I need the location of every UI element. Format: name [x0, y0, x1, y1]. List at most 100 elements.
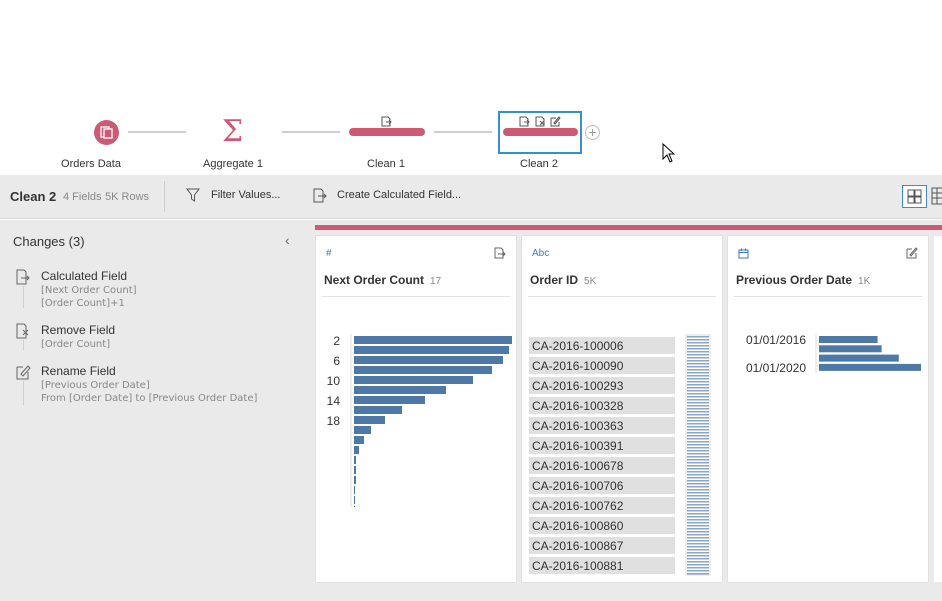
histogram-bar[interactable]	[354, 406, 402, 414]
axis-tick-label: 01/01/2016	[746, 333, 806, 347]
profile-view-toggle[interactable]	[902, 185, 927, 208]
histogram-bar[interactable]	[354, 356, 503, 364]
overview-tick	[687, 411, 709, 413]
next-order-count-histogram[interactable]: 2 6 10 14 18	[316, 332, 516, 507]
sigma-icon[interactable]: Σ	[222, 114, 244, 149]
overview-tick	[687, 462, 709, 464]
overview-tick	[687, 456, 709, 458]
card-separator	[734, 296, 922, 297]
overview-tick	[687, 351, 709, 353]
histogram-bar[interactable]	[819, 336, 878, 343]
overview-tick	[687, 354, 709, 356]
clean-2-node[interactable]	[503, 128, 578, 136]
value-bar[interactable]	[529, 537, 675, 554]
histogram-bar[interactable]	[819, 363, 921, 371]
create-calculated-field-button[interactable]: Create Calculated Field...	[337, 189, 462, 201]
histogram-bar[interactable]	[354, 346, 509, 354]
field-name[interactable]: Order ID 5K	[530, 273, 596, 287]
value-bar[interactable]	[529, 557, 675, 574]
card-separator	[322, 296, 510, 297]
filter-icon[interactable]	[186, 188, 200, 203]
calendar-icon[interactable]	[738, 248, 749, 259]
toolbar-divider	[164, 181, 165, 212]
profile-card-order-id[interactable]: Abc Order ID 5K CA-2016-100006 CA-2016-100…	[522, 236, 722, 582]
overview-tick	[687, 450, 709, 452]
overview-tick	[687, 570, 709, 572]
orders-data-node[interactable]	[94, 120, 119, 145]
histogram-bar[interactable]	[354, 466, 356, 474]
previous-order-date-histogram[interactable]: 01/01/2016 01/01/2020	[728, 332, 928, 392]
overview-tick	[687, 483, 709, 485]
value-bar[interactable]	[529, 377, 675, 394]
overview-tick	[687, 495, 709, 497]
axis-tick-label: 6	[333, 354, 340, 368]
histogram-bar[interactable]	[819, 354, 899, 362]
field-name[interactable]: Next Order Count 17	[324, 273, 441, 287]
histogram-bar[interactable]	[354, 426, 371, 434]
grid-view-icon[interactable]	[931, 187, 942, 205]
overview-tick	[687, 525, 709, 527]
value-bar[interactable]	[529, 437, 675, 454]
histogram-bar[interactable]	[354, 436, 364, 444]
profile-card-partial[interactable]	[934, 236, 942, 582]
overview-tick	[687, 465, 709, 467]
flow-connector	[434, 131, 492, 133]
calc-field-icon[interactable]	[313, 188, 327, 203]
histogram-bar[interactable]	[354, 366, 492, 374]
histogram-bar[interactable]	[354, 396, 425, 404]
flow-connector	[128, 131, 186, 133]
axis-tick-label: 14	[327, 394, 341, 408]
histogram-bar[interactable]	[354, 386, 446, 394]
overview-tick	[687, 471, 709, 473]
value-bar[interactable]	[529, 477, 675, 494]
histogram-bar[interactable]	[354, 456, 356, 464]
profile-card-next-order-count[interactable]: # Next Order Count 17 2 6 10 14 18	[316, 236, 516, 582]
field-count: 4 Fields	[63, 191, 102, 203]
value-label: CA-2016-100881	[532, 559, 624, 573]
histogram-bar[interactable]	[354, 416, 385, 424]
histogram-bar[interactable]	[354, 506, 355, 507]
changes-title: Changes (3)	[13, 234, 85, 249]
histogram-bar[interactable]	[354, 446, 359, 454]
value-bar[interactable]	[529, 517, 675, 534]
value-bar[interactable]	[529, 337, 675, 354]
value-label: CA-2016-100867	[532, 539, 624, 553]
value-bar[interactable]	[529, 357, 675, 374]
step-title: Clean 2	[10, 189, 57, 204]
value-bar[interactable]	[529, 397, 675, 414]
overview-tick	[687, 468, 709, 470]
histogram-bar[interactable]	[819, 345, 882, 353]
field-name[interactable]: Previous Order Date 1K	[736, 273, 870, 287]
histogram-bar[interactable]	[354, 476, 356, 484]
selected-step-outline[interactable]	[498, 111, 582, 154]
profile-card-previous-order-date[interactable]: Previous Order Date 1K 01/01/2016 01/01/20…	[728, 236, 928, 582]
value-bar[interactable]	[529, 457, 675, 474]
value-bar[interactable]	[529, 497, 675, 514]
histogram-bar[interactable]	[354, 336, 512, 344]
overview-tick	[687, 516, 709, 518]
number-type-icon[interactable]: #	[326, 248, 332, 259]
overview-scrollbar[interactable]	[685, 334, 711, 576]
add-step-button[interactable]: +	[585, 125, 600, 140]
overview-tick	[687, 459, 709, 461]
collapse-chevron-icon[interactable]: ‹	[285, 232, 290, 248]
histogram-bar[interactable]	[354, 496, 355, 504]
overview-tick	[687, 540, 709, 542]
change-detail: [Previous Order Date]	[41, 380, 150, 391]
clean-1-node[interactable]	[349, 128, 425, 136]
overview-tick	[687, 558, 709, 560]
string-type-icon[interactable]: Abc	[532, 248, 550, 259]
mouse-cursor-icon	[662, 143, 676, 163]
overview-tick	[687, 564, 709, 566]
order-id-value-list[interactable]: CA-2016-100006 CA-2016-100090 CA-2016-1002…	[522, 332, 722, 577]
overview-tick	[687, 474, 709, 476]
calc-field-icon	[16, 269, 30, 285]
histogram-bar[interactable]	[354, 486, 355, 494]
overview-tick	[687, 396, 709, 398]
filter-values-button[interactable]: Filter Values...	[211, 189, 281, 201]
changes-pane: Changes (3) ‹ Calculated Field [Next Ord…	[0, 220, 312, 601]
node-label: Aggregate 1	[203, 158, 263, 170]
value-bar[interactable]	[529, 417, 675, 434]
value-label: CA-2016-100762	[532, 499, 624, 513]
histogram-bar[interactable]	[354, 376, 473, 384]
